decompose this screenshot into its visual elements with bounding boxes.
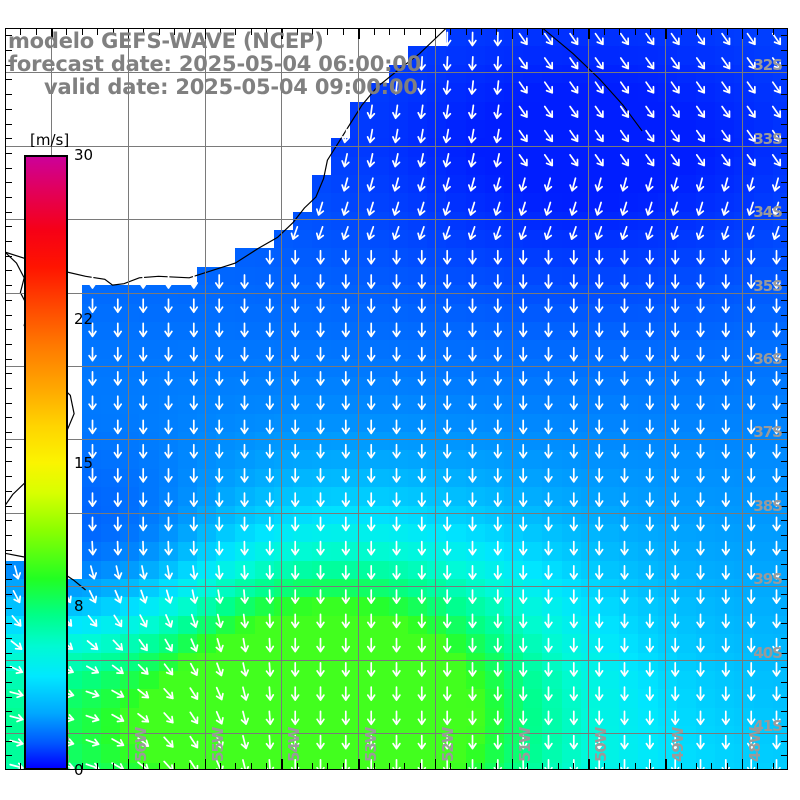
lat-label: 41S [753,717,783,736]
colorbar[interactable] [24,155,68,770]
lat-label: 40S [753,643,783,662]
wind-speed-raster [5,28,788,770]
lat-label: 35S [753,276,783,295]
lat-label: 34S [753,203,783,221]
lat-label: 32S [753,56,783,75]
colorbar-tick-label: 30 [74,146,94,164]
lon-label: 55W [208,727,227,762]
lon-label: 56W [131,727,150,762]
lon-label: 49W [669,727,688,762]
title-forecast-date: forecast date: 2025-05-04 06:00:00 [8,52,422,76]
figure-title: modelo GEFS-WAVE (NCEP) forecast date: 2… [0,30,520,99]
colorbar-tick-label: 15 [74,453,94,472]
colorbar-gradient [24,155,68,770]
title-model: modelo GEFS-WAVE (NCEP) [8,29,324,53]
title-valid-date: valid date: 2025-05-04 09:00:00 [44,75,418,99]
lon-label: 53W [362,727,381,762]
lon-label: 52W [438,727,457,762]
colorbar-tick-label: 22 [74,310,94,328]
wind-direction-arrows [9,31,782,770]
lon-label: 48W [745,727,764,762]
colorbar-unit-label: [m/s] [30,131,70,149]
lon-label: 54W [285,727,304,762]
colorbar-tick-label: 0 [74,761,84,779]
lon-label: 51W [515,727,534,762]
lat-label: 33S [753,129,783,148]
colorbar-tick-label: 8 [74,597,84,615]
lat-label: 38S [753,496,783,515]
lat-label: 39S [753,570,783,589]
lon-label: 50W [592,727,611,762]
lat-label: 36S [753,349,783,368]
lat-label: 37S [753,423,783,442]
plot-area[interactable]: 32S33S34S35S36S37S38S39S40S41S57W56W55W5… [5,28,788,770]
